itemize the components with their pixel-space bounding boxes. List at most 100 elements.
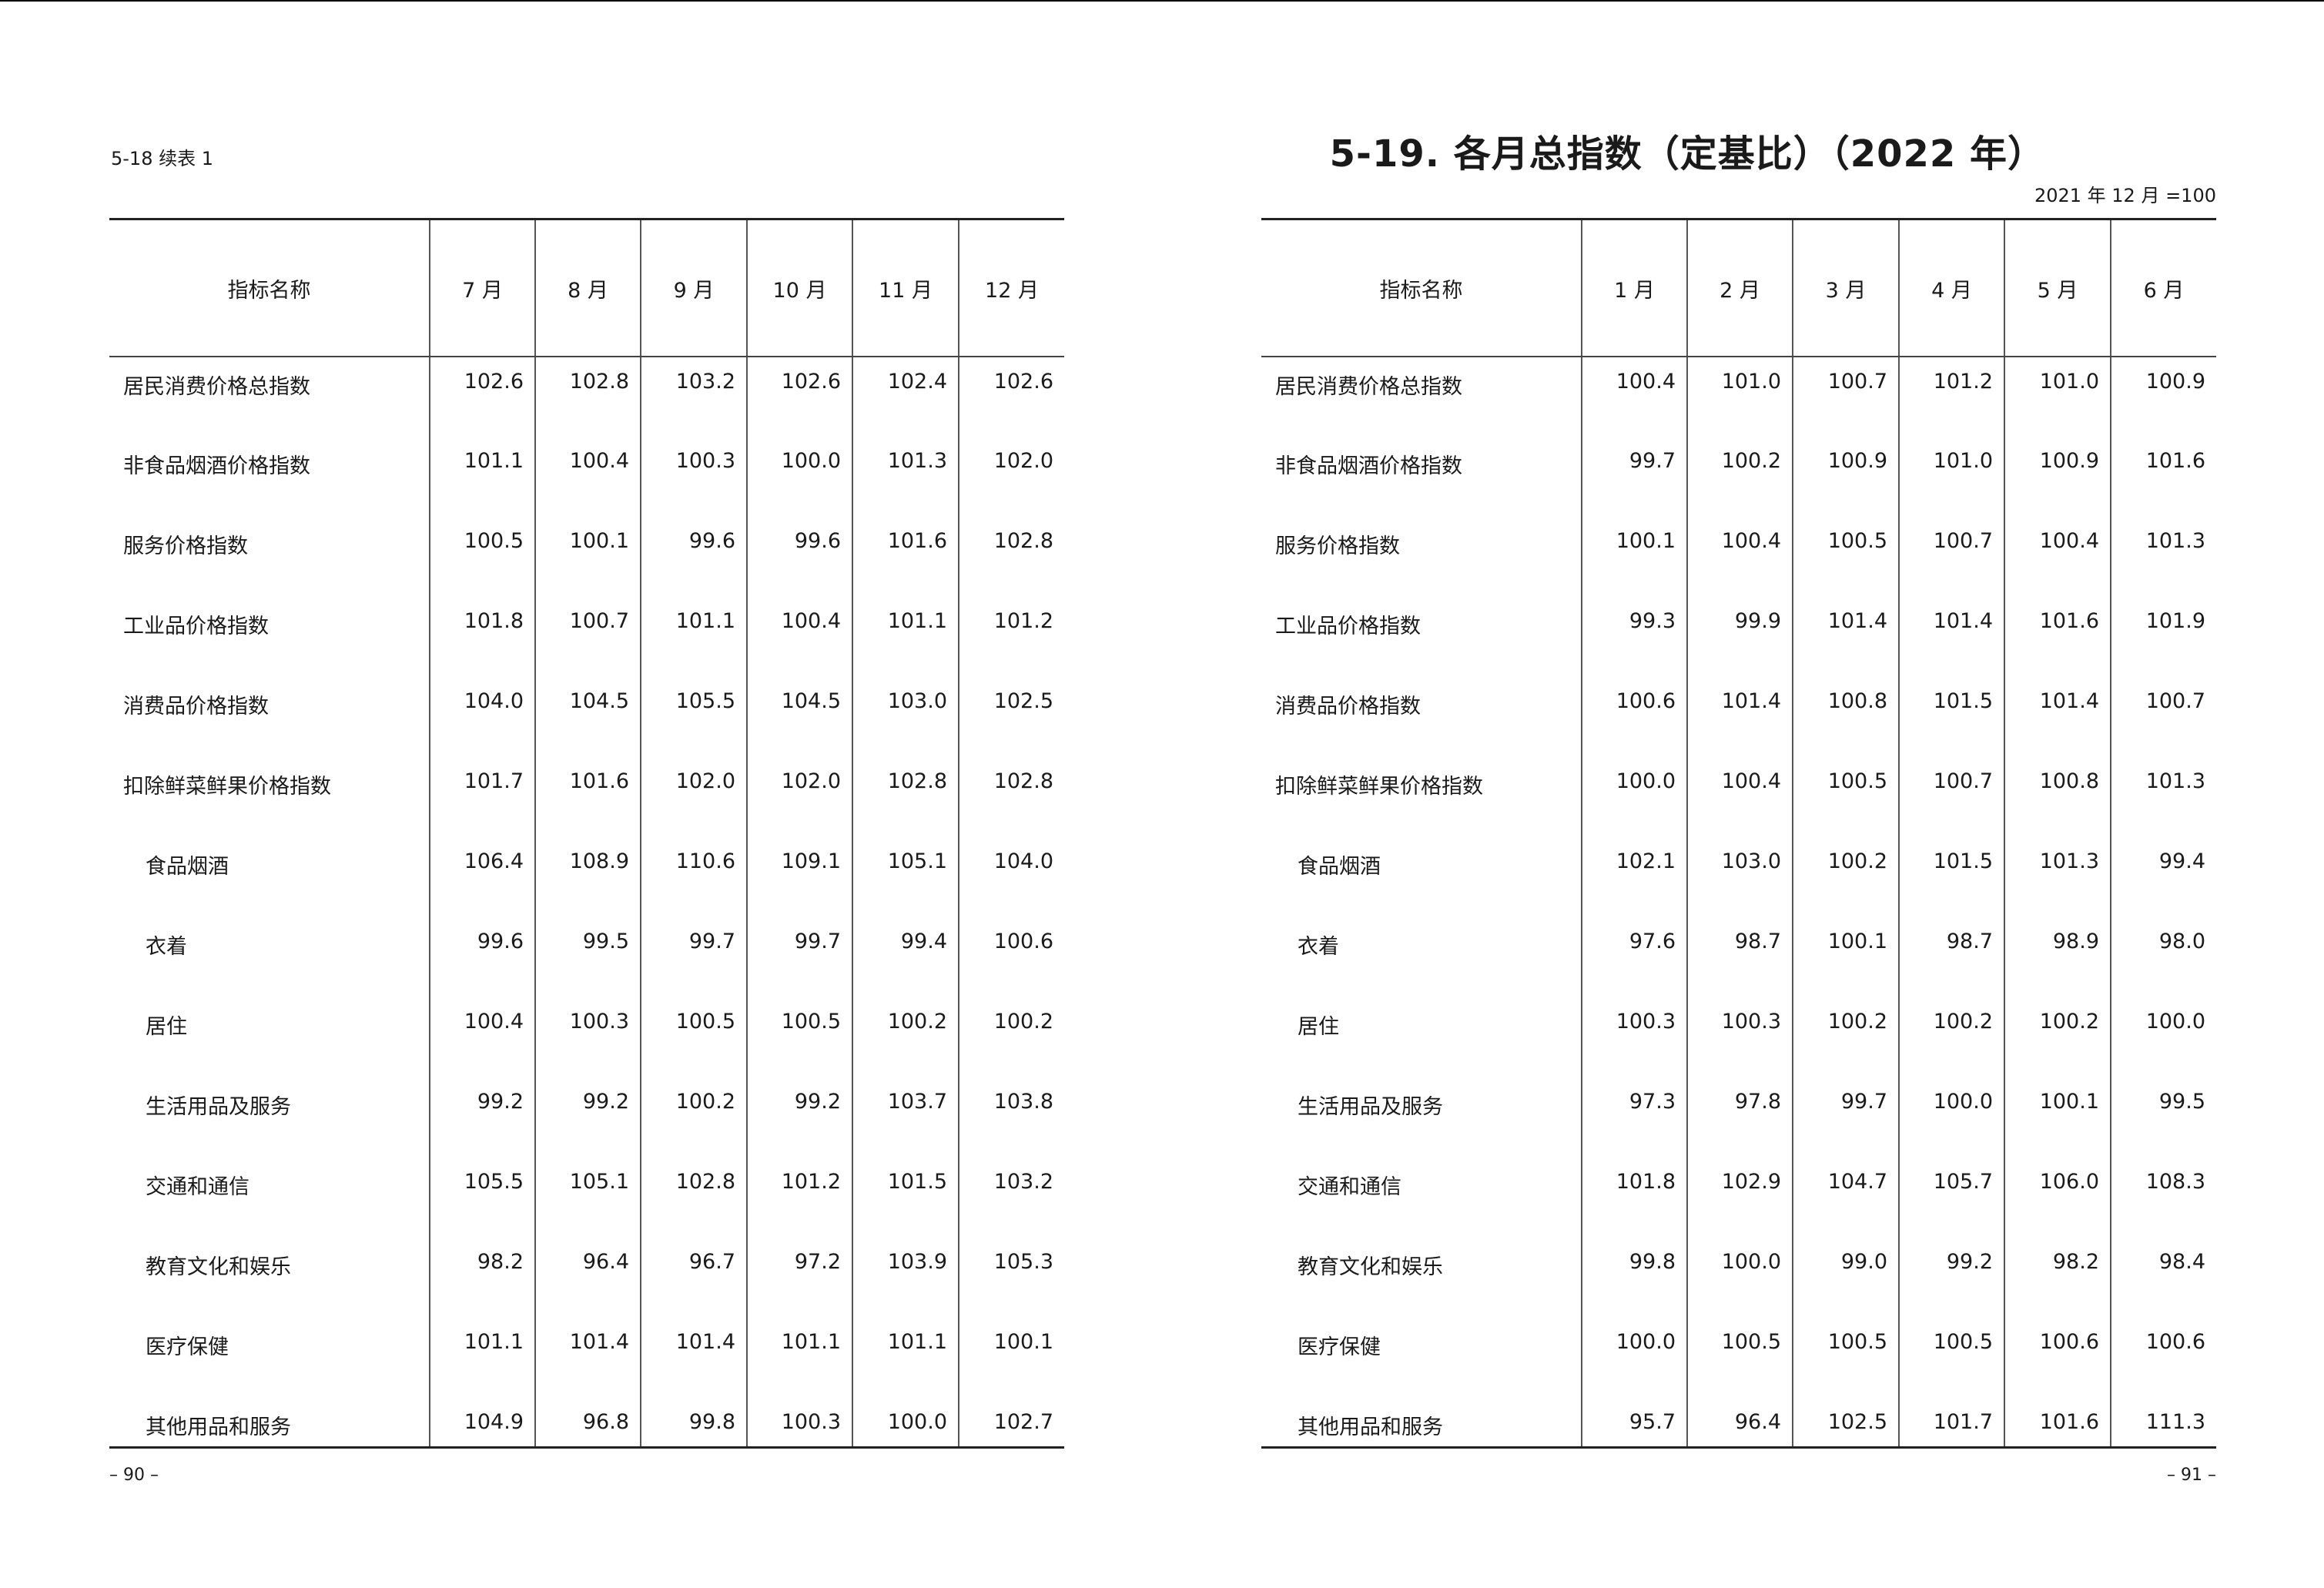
index-value: 103.2 <box>640 357 747 437</box>
index-value: 103.0 <box>1686 837 1793 917</box>
index-value: 104.5 <box>746 677 852 757</box>
column-header: 10 月 <box>746 220 852 357</box>
index-value: 103.7 <box>852 1077 959 1157</box>
row-label: 食品烟酒 <box>1298 855 1381 879</box>
index-value: 100.6 <box>2004 1318 2111 1398</box>
index-value: 100.1 <box>534 517 641 597</box>
index-value: 98.9 <box>2004 917 2111 997</box>
column-header: 1 月 <box>1581 220 1687 357</box>
index-value: 100.1 <box>2004 1077 2111 1157</box>
table-row: 消费品价格指数 104.0 104.5 105.5 104.5 103.0 102.5 <box>109 677 1064 757</box>
index-value: 101.7 <box>429 757 535 837</box>
table-row: 居民消费价格总指数 102.6 102.8 103.2 102.6 102.4 102.6 <box>109 357 1064 437</box>
table-row: 食品烟酒 106.4 108.9 110.6 109.1 105.1 104.0 <box>109 837 1064 917</box>
index-value: 101.6 <box>534 757 641 837</box>
row-label: 居住 <box>146 1015 187 1039</box>
index-value: 103.0 <box>852 677 959 757</box>
index-value: 102.0 <box>640 757 747 837</box>
index-value: 100.7 <box>1792 357 1899 437</box>
index-value: 100.4 <box>1686 757 1793 837</box>
index-value: 100.5 <box>1792 517 1899 597</box>
index-value: 99.7 <box>1792 1077 1899 1157</box>
row-label: 交通和通信 <box>146 1175 249 1199</box>
row-label: 非食品烟酒价格指数 <box>123 454 310 478</box>
index-value: 100.0 <box>1686 1238 1793 1318</box>
index-value: 99.6 <box>640 517 747 597</box>
row-label: 生活用品及服务 <box>146 1095 291 1119</box>
row-label: 居民消费价格总指数 <box>1275 375 1462 399</box>
index-value: 100.9 <box>2110 357 2216 437</box>
index-value: 101.8 <box>1581 1157 1687 1238</box>
table-row: 服务价格指数 100.5 100.1 99.6 99.6 101.6 102.8 <box>109 517 1064 597</box>
index-value: 100.1 <box>1792 917 1899 997</box>
row-label: 扣除鲜菜鲜果价格指数 <box>1275 775 1483 799</box>
index-value: 100.2 <box>2004 997 2111 1077</box>
index-value: 100.5 <box>640 997 747 1077</box>
row-label: 教育文化和娱乐 <box>1298 1255 1443 1279</box>
index-value: 100.2 <box>1792 837 1899 917</box>
index-value: 100.3 <box>746 1398 852 1446</box>
index-value: 100.0 <box>1898 1077 2004 1157</box>
index-value: 99.2 <box>746 1077 852 1157</box>
index-value: 105.5 <box>429 1157 535 1238</box>
table-row: 工业品价格指数 101.8 100.7 101.1 100.4 101.1 101.2 <box>109 597 1064 677</box>
table-row: 教育文化和娱乐 98.2 96.4 96.7 97.2 103.9 105.3 <box>109 1238 1064 1318</box>
index-value: 100.2 <box>640 1077 747 1157</box>
index-value: 104.7 <box>1792 1157 1899 1238</box>
table-row: 医疗保健 101.1 101.4 101.4 101.1 101.1 100.1 <box>109 1318 1064 1398</box>
index-value: 101.9 <box>2110 597 2216 677</box>
index-value: 97.8 <box>1686 1077 1793 1157</box>
index-value: 96.8 <box>534 1398 641 1446</box>
row-label: 非食品烟酒价格指数 <box>1275 454 1462 478</box>
index-value: 99.4 <box>2110 837 2216 917</box>
page-number-left: – 90 – <box>109 1466 159 1485</box>
table-row: 居民消费价格总指数 100.4 101.0 100.7 101.2 101.0 100.9 <box>1261 357 2216 437</box>
column-header: 7 月 <box>429 220 535 357</box>
index-value: 101.8 <box>429 597 535 677</box>
index-value: 102.7 <box>958 1398 1064 1446</box>
table-row: 教育文化和娱乐 99.8 100.0 99.0 99.2 98.2 98.4 <box>1261 1238 2216 1318</box>
base-period-note: 2021 年 12 月 =100 <box>2034 185 2216 206</box>
row-label: 食品烟酒 <box>146 855 229 879</box>
top-border <box>0 0 2324 2</box>
row-label: 其他用品和服务 <box>1298 1415 1443 1439</box>
index-value: 100.7 <box>534 597 641 677</box>
index-value: 108.3 <box>2110 1157 2216 1238</box>
index-value: 100.1 <box>1581 517 1687 597</box>
row-label: 生活用品及服务 <box>1298 1095 1443 1119</box>
row-label: 居民消费价格总指数 <box>123 375 310 399</box>
table-row: 生活用品及服务 97.3 97.8 99.7 100.0 100.1 99.5 <box>1261 1077 2216 1157</box>
index-value: 99.7 <box>1581 437 1687 517</box>
index-value: 100.4 <box>429 997 535 1077</box>
index-value: 100.5 <box>1792 1318 1899 1398</box>
index-value: 101.7 <box>1898 1398 2004 1446</box>
index-value: 100.4 <box>746 597 852 677</box>
index-value: 101.1 <box>640 597 747 677</box>
column-header: 9 月 <box>640 220 747 357</box>
index-value: 99.0 <box>1792 1238 1899 1318</box>
index-value: 102.9 <box>1686 1157 1793 1238</box>
index-value: 105.1 <box>534 1157 641 1238</box>
column-header: 6 月 <box>2110 220 2216 357</box>
table-row: 扣除鲜菜鲜果价格指数 100.0 100.4 100.5 100.7 100.8 101.3 <box>1261 757 2216 837</box>
index-value: 106.4 <box>429 837 535 917</box>
index-value: 98.2 <box>429 1238 535 1318</box>
table-row: 生活用品及服务 99.2 99.2 100.2 99.2 103.7 103.8 <box>109 1077 1064 1157</box>
index-value: 101.5 <box>1898 837 2004 917</box>
index-value: 100.6 <box>1581 677 1687 757</box>
index-value: 100.7 <box>1898 517 2004 597</box>
index-value: 104.9 <box>429 1398 535 1446</box>
column-header: 8 月 <box>534 220 641 357</box>
index-value: 99.6 <box>746 517 852 597</box>
table-row: 交通和通信 101.8 102.9 104.7 105.7 106.0 108.3 <box>1261 1157 2216 1238</box>
index-value: 100.5 <box>1792 757 1899 837</box>
column-header: 5 月 <box>2004 220 2111 357</box>
table-row: 非食品烟酒价格指数 99.7 100.2 100.9 101.0 100.9 101.6 <box>1261 437 2216 517</box>
table-row: 扣除鲜菜鲜果价格指数 101.7 101.6 102.0 102.0 102.8 102.8 <box>109 757 1064 837</box>
index-value: 102.6 <box>429 357 535 437</box>
table-row: 工业品价格指数 99.3 99.9 101.4 101.4 101.6 101.9 <box>1261 597 2216 677</box>
